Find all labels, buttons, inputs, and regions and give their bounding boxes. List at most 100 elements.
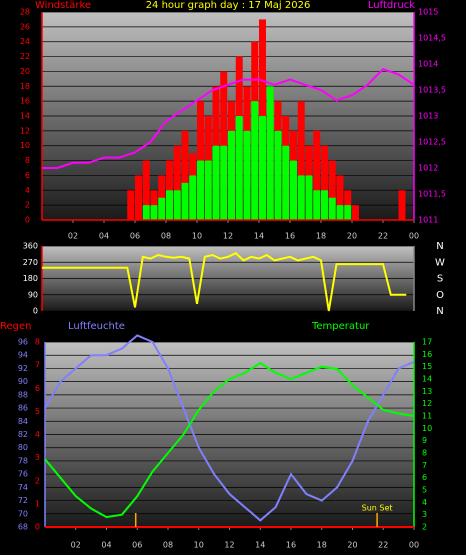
y2-tick-label: 4 bbox=[422, 498, 427, 507]
y2-tick-label: 16 bbox=[422, 350, 432, 359]
y-tick-label: 0 bbox=[33, 307, 38, 316]
wind-bar bbox=[297, 101, 305, 220]
chart-title: 24 hour graph day : 17 Maj 2026 bbox=[146, 0, 311, 11]
wind-bar bbox=[328, 160, 336, 220]
wind-bar bbox=[305, 175, 313, 220]
wind-bar bbox=[290, 160, 297, 220]
x-tick-label: 10 bbox=[192, 232, 202, 241]
y-tick-label: 92 bbox=[18, 364, 28, 373]
legend-pressure: Luftdruck bbox=[368, 0, 415, 11]
y-tick-label: 72 bbox=[18, 496, 28, 505]
y-tick-label: 84 bbox=[18, 417, 28, 426]
y-tick-label: 12 bbox=[20, 126, 30, 135]
wind-bar bbox=[220, 145, 228, 220]
y-tick-label: 8 bbox=[25, 156, 30, 165]
y3-tick-label: 3 bbox=[35, 453, 40, 462]
y2-tick-label: 3 bbox=[422, 510, 427, 519]
legend-rain: Regen bbox=[0, 321, 32, 332]
y2-tick-label: 5 bbox=[422, 486, 427, 495]
y2-tick-label: 2 bbox=[422, 523, 427, 532]
y-tick-label: 2 bbox=[25, 201, 30, 210]
wind-bar bbox=[173, 190, 181, 220]
y3-tick-label: 7 bbox=[35, 361, 40, 370]
x-tick-label: 08 bbox=[163, 541, 173, 550]
x-tick-label: 10 bbox=[194, 541, 204, 550]
y2-tick-label: 14 bbox=[422, 375, 432, 384]
y-tick-label: 180 bbox=[23, 274, 38, 283]
x-tick-label: 06 bbox=[130, 232, 140, 241]
y-tick-label: 6 bbox=[25, 171, 30, 180]
y-tick-label: 16 bbox=[20, 97, 30, 106]
x-tick-label: 14 bbox=[254, 232, 264, 241]
wind-bar bbox=[142, 205, 150, 220]
wind-bar bbox=[235, 116, 243, 220]
series-line bbox=[44, 334, 415, 522]
wind-bar bbox=[328, 197, 336, 220]
y-tick-label: 14 bbox=[20, 112, 30, 121]
wind-bar bbox=[282, 145, 290, 220]
x-tick-label: 18 bbox=[316, 232, 326, 241]
wind-bar bbox=[321, 145, 328, 220]
wind-bar bbox=[150, 205, 158, 220]
y-tick-label: 22 bbox=[20, 52, 30, 61]
x-tick-label: 04 bbox=[99, 232, 109, 241]
y2-tick-label: 1012,5 bbox=[418, 138, 446, 147]
wind-bar bbox=[166, 160, 173, 220]
wind-bar bbox=[259, 116, 266, 220]
y2-tick-label: O bbox=[436, 290, 444, 301]
y2-tick-label: 1011 bbox=[418, 216, 438, 225]
x-tick-label: 02 bbox=[68, 232, 78, 241]
wind-bar bbox=[158, 197, 166, 220]
x-tick-label: 14 bbox=[255, 541, 265, 550]
y2-tick-label: 6 bbox=[422, 473, 427, 482]
x-tick-label: 22 bbox=[378, 541, 388, 550]
wind-bar bbox=[212, 145, 220, 220]
y2-tick-label: 1011,5 bbox=[418, 190, 446, 199]
y2-tick-label: 17 bbox=[422, 338, 432, 347]
wind-bar bbox=[127, 190, 135, 220]
y2-tick-label: 15 bbox=[422, 362, 432, 371]
y-tick-label: 90 bbox=[18, 377, 28, 386]
x-tick-label: 00 bbox=[409, 232, 419, 241]
wind-bar bbox=[181, 182, 189, 220]
y-tick-label: 26 bbox=[20, 22, 30, 31]
y2-tick-label: N bbox=[436, 306, 443, 317]
y-tick-label: 18 bbox=[20, 82, 30, 91]
y3-tick-label: 6 bbox=[35, 384, 40, 393]
y2-tick-label: 1012 bbox=[418, 164, 438, 173]
y-tick-label: 82 bbox=[18, 430, 28, 439]
y2-tick-label: 1014,5 bbox=[418, 34, 446, 43]
y2-tick-label: 1013,5 bbox=[418, 86, 446, 95]
y2-tick-label: 1013 bbox=[418, 112, 438, 121]
wind-bar bbox=[181, 130, 189, 220]
y2-tick-label: S bbox=[437, 274, 443, 285]
wind-bar bbox=[243, 130, 251, 220]
y-tick-label: 0 bbox=[25, 216, 30, 225]
wind-bar bbox=[197, 160, 204, 220]
wind-bar bbox=[297, 175, 305, 220]
y-tick-label: 20 bbox=[20, 67, 30, 76]
x-tick-label: 16 bbox=[285, 232, 295, 241]
annotation: Sun Set bbox=[362, 504, 393, 513]
y2-tick-label: N bbox=[436, 241, 443, 252]
y3-tick-label: 2 bbox=[35, 476, 40, 485]
y-tick-label: 78 bbox=[18, 456, 28, 465]
wind-bar bbox=[251, 101, 259, 220]
x-tick-label: 20 bbox=[347, 541, 357, 550]
wind-bar bbox=[173, 145, 181, 220]
y-tick-label: 94 bbox=[18, 351, 28, 360]
x-tick-label: 18 bbox=[317, 541, 327, 550]
y2-tick-label: 1014 bbox=[418, 60, 438, 69]
wind-bar bbox=[228, 130, 235, 220]
y3-tick-label: 0 bbox=[35, 523, 40, 532]
series-line bbox=[42, 252, 407, 312]
wind-bar bbox=[321, 190, 328, 220]
x-tick-label: 12 bbox=[223, 232, 233, 241]
x-tick-label: 02 bbox=[71, 541, 81, 550]
wind-bar bbox=[274, 130, 282, 220]
x-tick-label: 08 bbox=[161, 232, 171, 241]
legend-temperature: Temperatur bbox=[311, 321, 370, 332]
y-tick-label: 74 bbox=[18, 483, 28, 492]
y3-tick-label: 1 bbox=[35, 499, 40, 508]
